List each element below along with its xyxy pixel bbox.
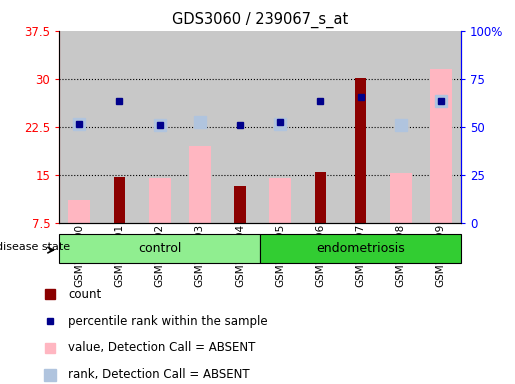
Text: control: control	[138, 242, 181, 255]
Bar	[340, 31, 381, 223]
Bar	[99, 31, 140, 223]
Bar	[149, 178, 170, 223]
Bar	[189, 146, 211, 223]
Text: rank, Detection Call = ABSENT: rank, Detection Call = ABSENT	[68, 368, 250, 381]
Bar	[114, 177, 125, 223]
Title: GDS3060 / 239067_s_at: GDS3060 / 239067_s_at	[172, 12, 348, 28]
Bar	[234, 186, 246, 223]
Bar	[260, 234, 461, 263]
Bar	[140, 31, 180, 223]
Bar	[59, 31, 99, 223]
Bar	[381, 31, 421, 223]
Bar	[68, 200, 90, 223]
Bar	[269, 178, 291, 223]
Bar	[390, 174, 411, 223]
Text: count: count	[68, 288, 101, 301]
Bar	[260, 31, 300, 223]
Bar	[355, 78, 366, 223]
Bar	[59, 234, 260, 263]
Text: disease state: disease state	[0, 242, 70, 252]
Bar	[180, 31, 220, 223]
Bar	[315, 172, 326, 223]
Bar	[220, 31, 260, 223]
Bar	[430, 69, 452, 223]
Text: value, Detection Call = ABSENT: value, Detection Call = ABSENT	[68, 341, 256, 354]
Text: percentile rank within the sample: percentile rank within the sample	[68, 314, 268, 328]
Bar	[421, 31, 461, 223]
Text: endometriosis: endometriosis	[316, 242, 405, 255]
Bar	[300, 31, 340, 223]
